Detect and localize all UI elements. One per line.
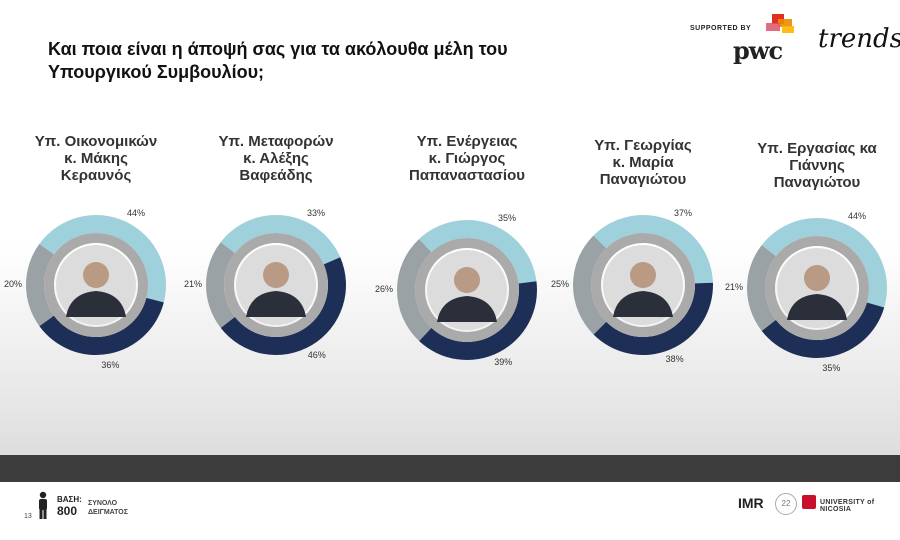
pwc-logo-icon bbox=[766, 14, 794, 33]
donut-chart bbox=[573, 215, 713, 355]
data-label-negative: 44% bbox=[848, 210, 867, 221]
footer-band bbox=[0, 455, 900, 482]
supported-by-label: SUPPORTED BY bbox=[690, 25, 752, 32]
university-logo: UNIVERSITY of NICOSIA bbox=[820, 499, 875, 513]
portrait-body bbox=[787, 294, 847, 320]
pie-slice-positive bbox=[761, 302, 885, 358]
chart-title: Υπ. Οικονομικών κ. Μάκης Κεραυνός bbox=[34, 133, 158, 184]
pie-slice-neutral bbox=[747, 245, 776, 331]
data-label-neutral: 20% bbox=[4, 279, 23, 289]
data-label-neutral: 21% bbox=[184, 279, 203, 289]
portrait-head bbox=[630, 262, 656, 288]
inner-ring bbox=[765, 236, 869, 340]
portrait-body bbox=[246, 291, 306, 317]
portrait-head bbox=[804, 265, 830, 291]
pie-slice-negative bbox=[220, 215, 341, 265]
portrait-head bbox=[454, 267, 480, 293]
footer bbox=[0, 482, 900, 540]
person-figure-icon bbox=[39, 491, 47, 519]
data-label-negative: 33% bbox=[307, 207, 326, 218]
anniversary-badge: 22 bbox=[775, 493, 797, 515]
data-label-positive: 36% bbox=[101, 359, 120, 370]
donut-chart bbox=[26, 214, 166, 355]
page-number: 13 bbox=[24, 513, 32, 520]
pie-slice-negative bbox=[419, 220, 537, 284]
data-label-positive: 46% bbox=[307, 349, 326, 360]
portrait-body bbox=[66, 291, 126, 317]
pie-slice-neutral bbox=[397, 238, 432, 342]
page-title: Και ποια είναι η άποψή σας για τα ακόλου… bbox=[48, 39, 508, 82]
pie-slice-neutral bbox=[573, 235, 607, 335]
pie-slice-negative bbox=[761, 218, 887, 308]
donut-chart bbox=[747, 218, 887, 358]
data-label-positive: 38% bbox=[665, 354, 684, 365]
data-label-neutral: 21% bbox=[725, 282, 744, 292]
portrait-body bbox=[437, 296, 497, 322]
donut-chart bbox=[397, 220, 537, 360]
inner-ring bbox=[591, 233, 695, 337]
data-label-negative: 35% bbox=[498, 212, 517, 223]
data-label-neutral: 26% bbox=[375, 284, 394, 294]
pie-slice-negative bbox=[39, 214, 166, 303]
imr-logo: IMR bbox=[738, 495, 764, 511]
data-label-neutral: 25% bbox=[551, 279, 570, 289]
pie-slice-negative bbox=[593, 215, 713, 284]
data-label-positive: 35% bbox=[822, 362, 841, 373]
data-label-negative: 37% bbox=[674, 207, 693, 218]
sample-label: ΣΥΝΟΛΟ ΔΕΙΓΜΑΤΟΣ bbox=[88, 500, 128, 516]
pie-slice-positive bbox=[39, 297, 164, 355]
pie-slice-neutral bbox=[206, 242, 235, 328]
base-value: 800 bbox=[57, 504, 78, 518]
chart-title: Υπ. Εργασίας κα Γιάννης Παναγιώτου bbox=[757, 140, 877, 191]
pie-slice-positive bbox=[419, 281, 537, 360]
inner-ring bbox=[44, 233, 148, 337]
pie-slice-neutral bbox=[26, 243, 54, 327]
pwc-logo: pwc bbox=[733, 36, 783, 65]
data-label-negative: 44% bbox=[127, 207, 146, 218]
inner-ring bbox=[224, 233, 328, 337]
data-label-positive: 39% bbox=[494, 357, 513, 368]
base-label: ΒΑΣΗ: bbox=[57, 495, 82, 504]
portrait-head bbox=[263, 262, 289, 288]
university-logo-icon bbox=[802, 495, 816, 509]
pie-slice-positive bbox=[220, 257, 347, 356]
pie-slice-positive bbox=[593, 282, 713, 355]
chart-title: Υπ. Γεωργίας κ. Μαρία Παναγιώτου bbox=[594, 137, 692, 188]
trends-logo: trends. bbox=[818, 24, 900, 54]
portrait-head bbox=[83, 262, 109, 288]
portrait-body bbox=[613, 291, 673, 317]
inner-ring bbox=[415, 238, 519, 342]
chart-title: Υπ. Μεταφορών κ. Αλέξης Βαφεάδης bbox=[218, 133, 334, 184]
chart-title: Υπ. Ενέργειας κ. Γιώργος Παπαναστασίου bbox=[409, 133, 525, 184]
donut-chart bbox=[206, 215, 347, 356]
